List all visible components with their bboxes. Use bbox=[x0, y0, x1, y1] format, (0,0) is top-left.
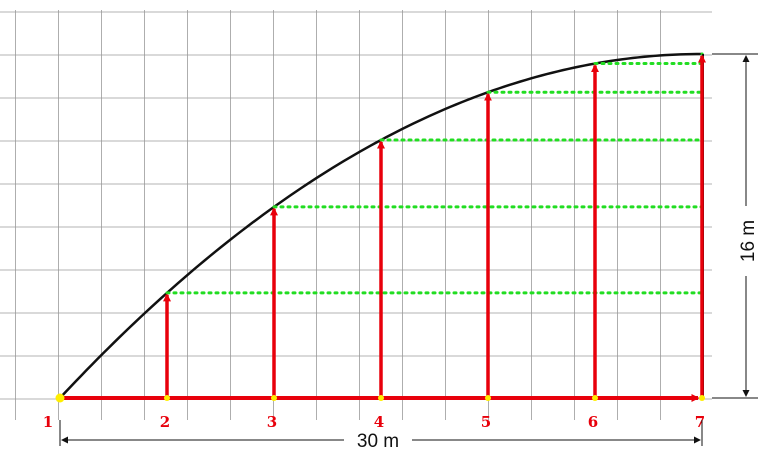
span-label-bg bbox=[344, 430, 412, 450]
division-point-1 bbox=[55, 393, 65, 403]
division-points bbox=[55, 393, 705, 403]
point-label-7: 7 bbox=[695, 413, 705, 431]
division-point-4 bbox=[378, 395, 384, 401]
rise-label-bg bbox=[736, 206, 758, 276]
division-point-2 bbox=[164, 395, 170, 401]
point-label-1: 1 bbox=[43, 413, 53, 431]
span-label: 30 m bbox=[357, 431, 399, 451]
division-point-3 bbox=[271, 395, 277, 401]
division-point-6 bbox=[592, 395, 598, 401]
point-labels: 1 2 3 4 5 6 7 bbox=[43, 413, 705, 431]
ordinate-arrows bbox=[163, 54, 706, 398]
point-label-4: 4 bbox=[374, 413, 384, 431]
point-label-2: 2 bbox=[160, 413, 170, 431]
point-label-3: 3 bbox=[267, 413, 277, 431]
division-point-7 bbox=[699, 395, 705, 401]
division-point-5 bbox=[485, 395, 491, 401]
rise-label: 16 m bbox=[738, 220, 759, 262]
point-label-5: 5 bbox=[481, 413, 491, 431]
background-grid bbox=[0, 10, 712, 420]
point-label-6: 6 bbox=[588, 413, 598, 431]
